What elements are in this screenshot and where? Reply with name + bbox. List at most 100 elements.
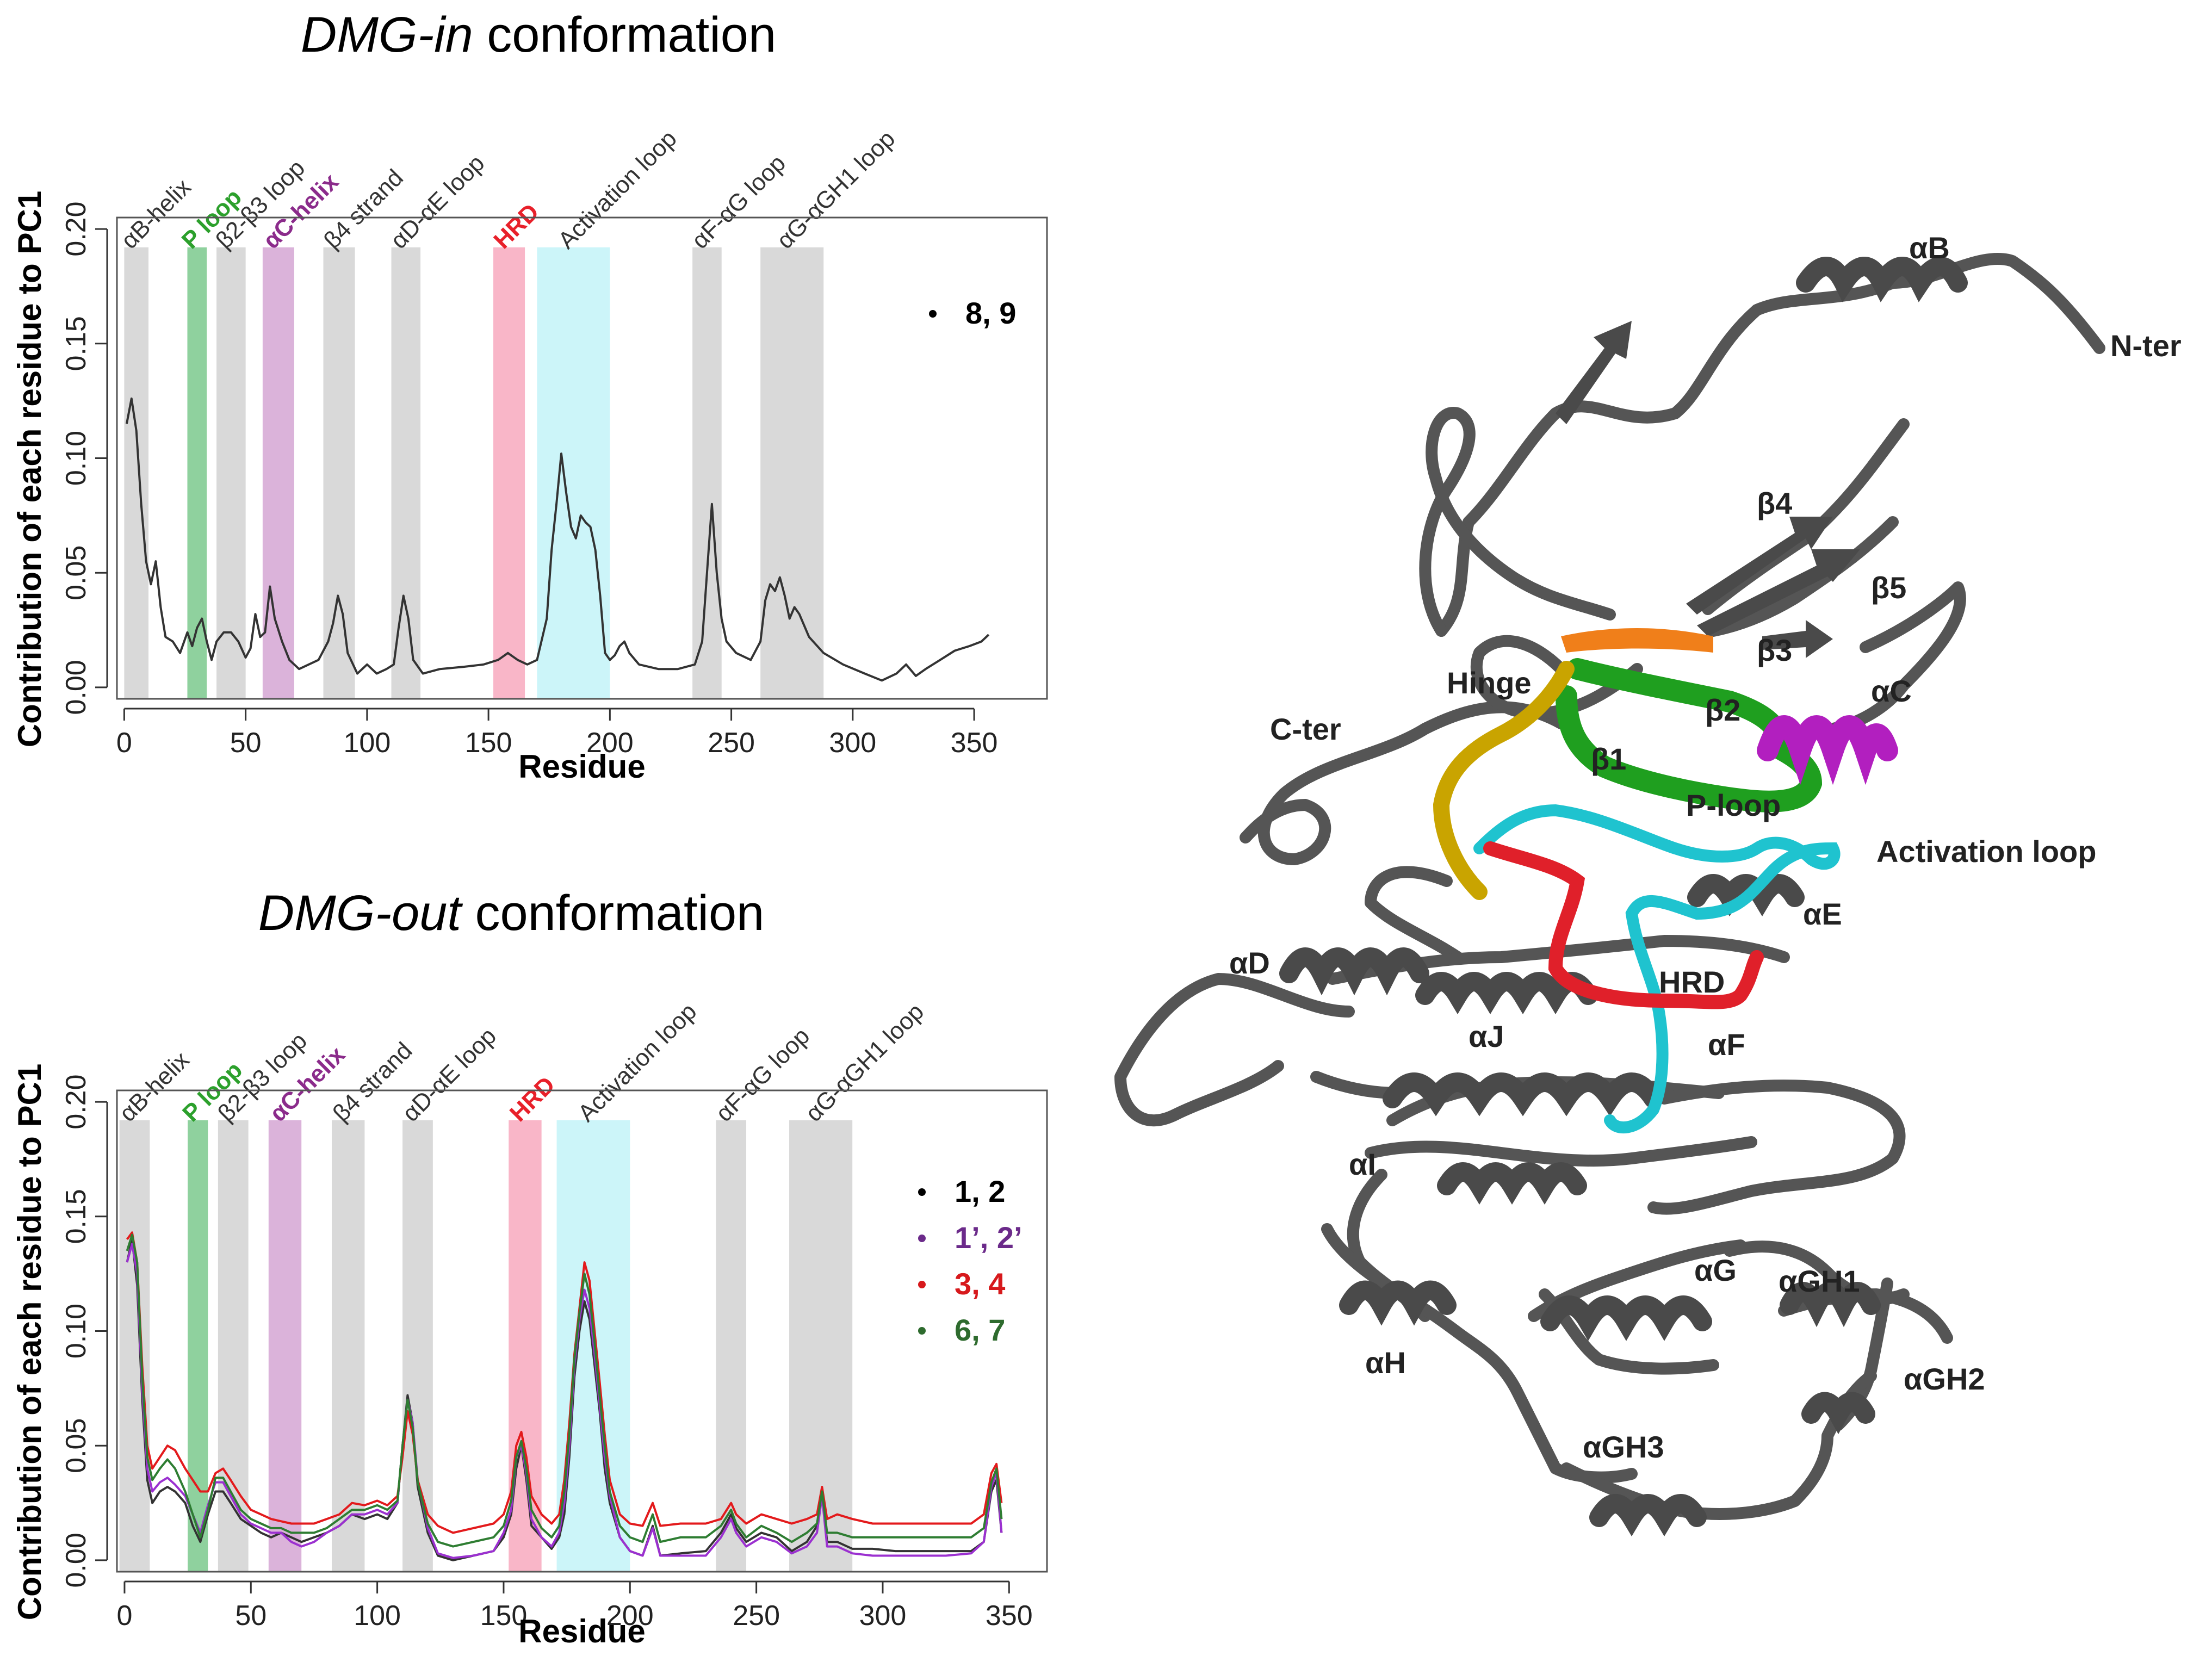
structure-label: αG <box>1694 1253 1737 1287</box>
structure-label: β5 <box>1871 570 1906 605</box>
region-band <box>188 1120 208 1572</box>
x-axis-label: Residue <box>518 1613 645 1649</box>
beta2-green <box>1566 658 1789 745</box>
legend-marker <box>929 310 937 318</box>
y-tick-label: 0.15 <box>60 1189 92 1244</box>
region-band <box>216 247 246 699</box>
region-band <box>402 1120 433 1572</box>
legend-label: 1’, 2’ <box>955 1220 1023 1255</box>
region-label: αB-helix <box>114 1046 195 1127</box>
hrd-red <box>1483 841 1764 1009</box>
chart-title-part: conformation <box>461 885 764 941</box>
region-label: Activation loop <box>573 998 702 1127</box>
x-tick-label: 100 <box>343 727 391 759</box>
legend-marker <box>918 1235 926 1242</box>
x-tick-label: 100 <box>354 1600 401 1632</box>
x-tick-label: 300 <box>829 727 876 759</box>
structure-label: β3 <box>1757 633 1792 667</box>
x-tick-label: 150 <box>465 727 512 759</box>
x-tick-label: 0 <box>116 1600 132 1632</box>
series-line <box>126 1231 1003 1534</box>
chart-title-part: DMG-in <box>301 7 473 63</box>
region-band <box>716 1120 747 1572</box>
structure-label: αB <box>1909 231 1950 265</box>
x-tick-label: 250 <box>708 727 755 759</box>
ploop-green <box>1556 685 1823 813</box>
chart-title-part: conformation <box>473 7 776 63</box>
structure-label: αE <box>1803 897 1842 931</box>
structure-label: β1 <box>1591 742 1626 776</box>
plot-frame <box>116 216 1048 700</box>
x-tick-label: 350 <box>951 727 998 759</box>
region-band <box>218 1120 249 1572</box>
y-tick-label: 0.00 <box>60 1533 92 1587</box>
plot-frame <box>116 1089 1048 1573</box>
x-tick-label: 50 <box>230 727 262 759</box>
region-label: HRD <box>488 199 544 254</box>
y-axis-label: Contribution of each residue to PC1 <box>11 1064 48 1620</box>
region-label: αG-αGH1 loop <box>772 125 901 254</box>
structure-label: αD <box>1229 946 1270 980</box>
legend-label: 6, 7 <box>955 1313 1005 1347</box>
y-tick-label: 0.10 <box>60 431 92 486</box>
x-tick-label: 250 <box>733 1600 780 1632</box>
x-tick-label: 200 <box>606 1600 654 1632</box>
region-label: αD-αE loop <box>386 150 490 254</box>
legend-label: 1, 2 <box>955 1174 1005 1208</box>
legend-marker <box>918 1327 926 1335</box>
structure-label: αC <box>1871 674 1912 708</box>
y-tick-label: 0.05 <box>60 545 92 600</box>
legend-marker <box>918 1281 926 1288</box>
region-band <box>537 247 610 699</box>
region-label: HRD <box>505 1071 560 1127</box>
region-band <box>124 247 149 699</box>
y-axis-label: Contribution of each residue to PC1 <box>11 191 48 747</box>
y-tick-label: 0.15 <box>60 316 92 371</box>
region-band <box>119 1120 150 1572</box>
y-tick-label: 0.00 <box>60 660 92 715</box>
structure-label: C-ter <box>1270 712 1341 746</box>
x-tick-label: 50 <box>235 1600 267 1632</box>
y-tick-label: 0.20 <box>60 201 92 256</box>
structure-label: αH <box>1365 1345 1406 1380</box>
x-tick-label: 350 <box>986 1600 1033 1632</box>
x-tick-label: 0 <box>116 727 132 759</box>
structure-label: αGH1 <box>1779 1264 1860 1298</box>
structure-label: αI <box>1349 1147 1376 1181</box>
x-tick-label: 200 <box>586 727 634 759</box>
region-band <box>262 247 294 699</box>
structure-label: β2 <box>1705 693 1740 727</box>
region-band <box>323 247 355 699</box>
structure-label: αGH3 <box>1583 1430 1664 1464</box>
region-band <box>331 1120 365 1572</box>
region-label: αG-αGH1 loop <box>801 998 930 1127</box>
region-label: αF-αG loop <box>711 1022 815 1127</box>
region-band <box>692 247 722 699</box>
structure-label: β4 <box>1757 486 1792 520</box>
hinge-yellow <box>1433 661 1575 900</box>
series-line <box>125 397 990 682</box>
structure-label: P-loop <box>1686 788 1781 822</box>
structure-label: N-ter <box>2110 328 2182 363</box>
structure-label: αF <box>1708 1027 1745 1062</box>
chart-title: DMG-out conformation <box>258 885 765 941</box>
y-tick-label: 0.05 <box>60 1418 92 1473</box>
region-band <box>268 1120 302 1572</box>
y-tick-label: 0.20 <box>60 1074 92 1129</box>
alphaC-magenta <box>1757 715 1898 785</box>
region-band <box>760 247 824 699</box>
legend-marker <box>918 1188 926 1196</box>
structure-label: HRD <box>1659 965 1725 999</box>
structure-label: αGH2 <box>1904 1362 1985 1396</box>
x-tick-label: 300 <box>859 1600 907 1632</box>
x-axis-label: Residue <box>518 748 645 785</box>
region-band <box>493 247 525 699</box>
x-tick-label: 150 <box>480 1600 528 1632</box>
chart-title-part: DMG-out <box>258 885 463 941</box>
region-label: Activation loop <box>553 125 682 254</box>
y-tick-label: 0.10 <box>60 1304 92 1359</box>
kinase-structure-cartoon: αB N-ter β4 β5 β3 Hinge β2 αC C-ter β1 P-loop Activ… <box>1114 231 2182 1536</box>
structure-label: αJ <box>1469 1019 1504 1053</box>
